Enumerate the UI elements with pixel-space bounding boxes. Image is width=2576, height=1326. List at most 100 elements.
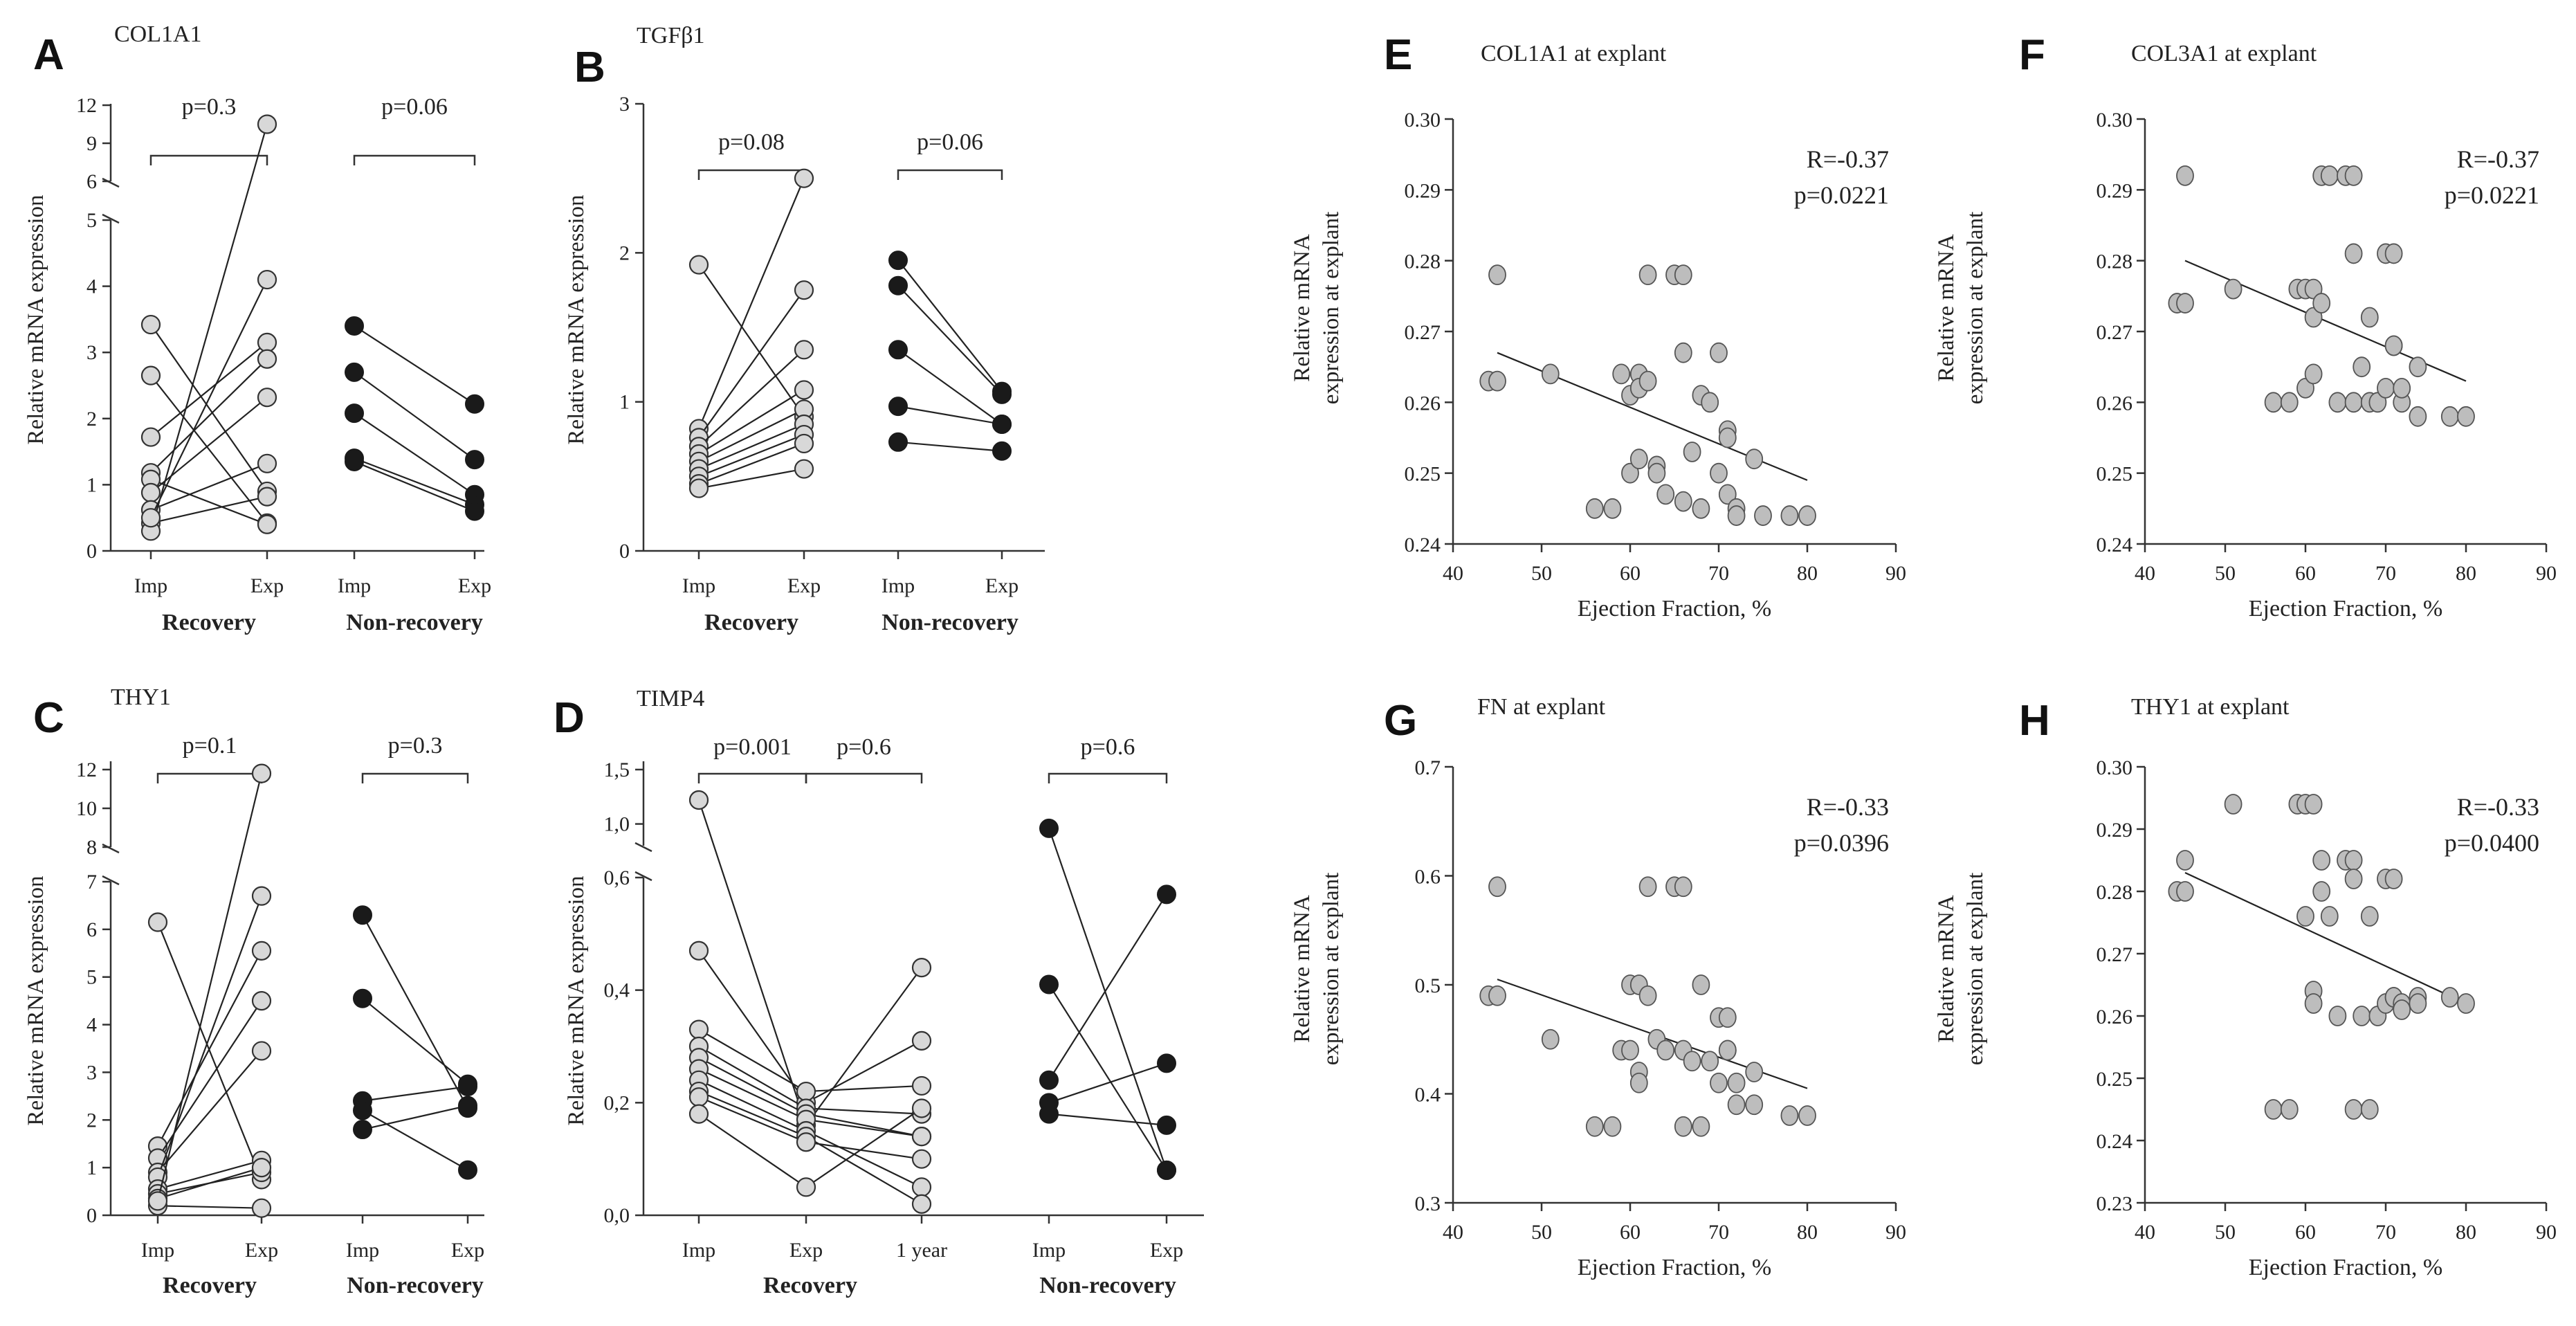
panel-letter-H: H	[2019, 697, 2050, 745]
scatter-point	[1603, 1116, 1622, 1137]
y-tick-label: 0.27	[2097, 943, 2133, 966]
y-tick-label: 0.25	[1405, 463, 1441, 486]
scatter-point	[1745, 1062, 1764, 1082]
data-point-filled	[1157, 1160, 1176, 1180]
scatter-point	[1718, 1039, 1737, 1061]
x-tick-label: Exp	[787, 574, 821, 597]
y-axis-label-line: expression at explant	[1963, 873, 1988, 1066]
y-tick-label: 0.25	[2097, 463, 2133, 486]
p-value-label: p=0.08	[718, 129, 785, 155]
x-tick-label: Imp	[338, 574, 371, 597]
scatter-point	[1727, 505, 1746, 526]
y-tick-label: 5	[86, 966, 97, 989]
scatter-point	[1621, 1039, 1639, 1061]
significance-bracket	[156, 772, 263, 783]
data-point-filled	[465, 394, 484, 414]
data-point-filled	[1157, 884, 1176, 905]
data-point-filled	[353, 905, 372, 925]
axis-break-mark	[634, 842, 652, 853]
x-tick-label: 50	[1531, 1221, 1552, 1244]
scatter-point	[2377, 377, 2395, 399]
scatter-point	[1692, 974, 1710, 995]
y-axis-label-line: Relative mRNA expression	[564, 194, 589, 444]
p-value-label: p=0.3	[182, 94, 237, 120]
data-point-filled	[888, 432, 908, 452]
scatter-point	[1701, 1051, 1719, 1072]
scatter-point	[1488, 370, 1506, 392]
y-axis-label-line: expression at explant	[1963, 212, 1988, 405]
scatter-point	[1674, 342, 1692, 363]
paired-line	[156, 922, 263, 1180]
group-label: Non-recovery	[346, 610, 483, 635]
y-tick-label: 0.5	[1415, 974, 1441, 997]
data-point-open	[251, 941, 272, 961]
scatter-point	[1621, 462, 1639, 484]
data-point-open	[257, 487, 277, 507]
data-point-filled	[888, 397, 908, 417]
x-tick-label: 40	[1443, 1221, 1463, 1244]
y-tick-label: 0.24	[2097, 1130, 2133, 1153]
x-tick-label: 40	[2135, 1221, 2155, 1244]
data-point-open	[140, 365, 161, 385]
scatter-point	[2312, 881, 2331, 902]
scatter-point	[2440, 406, 2459, 427]
group-label: Recovery	[704, 610, 798, 635]
y-axis-label-line: expression at explant	[1319, 873, 1344, 1066]
scatter-point	[2409, 993, 2427, 1014]
data-point-filled	[1039, 1104, 1059, 1124]
y-tick-label: 3	[86, 341, 97, 364]
paired-line	[150, 496, 268, 524]
y-tick-label: 0	[619, 540, 630, 563]
x-tick-label: Exp	[245, 1239, 278, 1262]
data-point-filled	[458, 1077, 477, 1097]
x-tick-label: Imp	[682, 574, 715, 597]
panel-letter-B: B	[574, 44, 605, 91]
y-axis-label-H: Relative mRNA expression at explant	[1934, 873, 1988, 1066]
scatter-point	[2353, 356, 2371, 378]
y-axis-label-line: Relative mRNA expression	[564, 875, 589, 1125]
scatter-point	[1701, 392, 1719, 413]
y-tick-label: 0.28	[2097, 251, 2133, 273]
y-tick-label: 2	[619, 242, 630, 264]
scatter-point	[1798, 505, 1816, 526]
panel-B: B TGFβ1 Relative mRNA expression 0 1 2 3 Imp Exp…	[564, 23, 1045, 635]
data-point-filled	[992, 441, 1012, 461]
data-point-filled	[465, 450, 484, 470]
data-point-open	[911, 1194, 932, 1214]
data-point-filled	[888, 275, 908, 296]
panel-letter-E: E	[1384, 31, 1412, 79]
data-point-open	[140, 427, 161, 447]
y-tick-label: 10	[76, 797, 97, 820]
panel-F: F COL3A1 at explant Relative mRNA expressio…	[1934, 31, 2557, 621]
axis-break-mark	[102, 213, 120, 224]
paired-line	[156, 773, 263, 1201]
scatter-point	[1638, 876, 1657, 898]
p-value-label: p=0.1	[183, 733, 237, 759]
scatter-point	[2344, 392, 2363, 413]
panel-title-E: COL1A1 at explant	[1481, 41, 1667, 66]
panel-letter-C: C	[33, 694, 64, 742]
scatter-point	[1718, 1007, 1737, 1028]
x-tick-label: 70	[1708, 562, 1729, 585]
paired-line	[897, 349, 1003, 425]
y-tick-label: 0.26	[1405, 392, 1441, 415]
data-point-filled	[458, 1160, 477, 1180]
y-tick-label: 6	[86, 918, 97, 941]
x-tick-label: 40	[1443, 562, 1463, 585]
scatter-point	[2384, 335, 2403, 356]
y-tick-label: 4	[86, 275, 97, 298]
significance-bracket	[1048, 772, 1168, 783]
paired-line	[698, 289, 805, 438]
x-tick-label: 80	[1797, 1221, 1818, 1244]
scatter-point	[1638, 985, 1657, 1006]
paired-line	[354, 457, 475, 506]
data-point-open	[796, 1132, 816, 1152]
scatter-point	[1656, 1039, 1675, 1061]
data-point-open	[796, 1081, 816, 1102]
data-point-filled	[992, 414, 1012, 434]
paired-line	[150, 279, 268, 518]
y-tick-label: 3	[86, 1061, 97, 1084]
y-axis-label-D: Relative mRNA expression	[564, 875, 589, 1125]
paired-line	[698, 468, 805, 489]
